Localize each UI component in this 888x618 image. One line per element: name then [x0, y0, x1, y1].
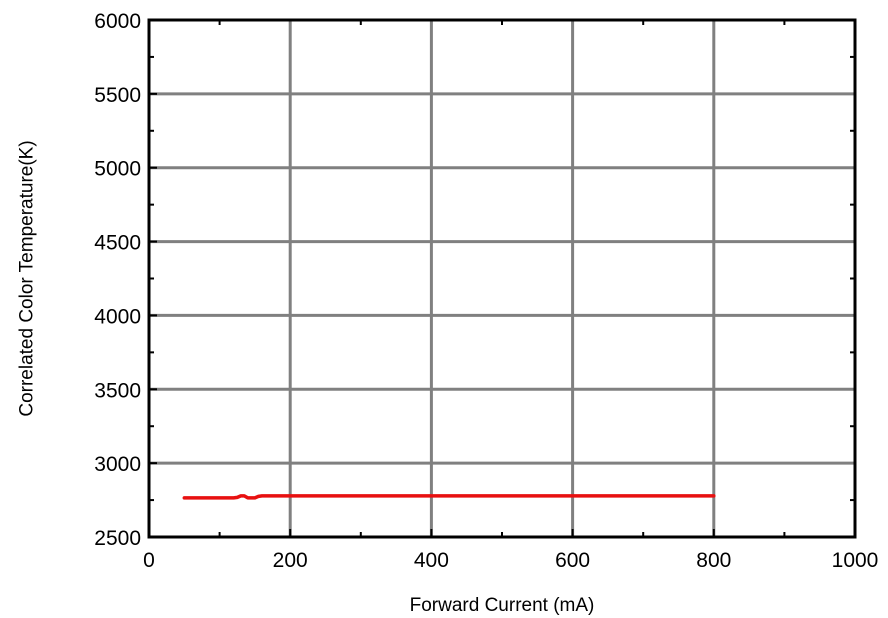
x-tick-label: 600: [555, 549, 590, 572]
y-tick-label: 3500: [94, 379, 141, 402]
x-tick-label: 200: [273, 549, 308, 572]
y-tick-label: 4000: [94, 305, 141, 328]
y-axis-title: Correlated Color Temperature(K): [17, 140, 38, 416]
y-tick-label: 3000: [94, 453, 141, 476]
plot-frame: [147, 18, 857, 539]
series-line-0: [182, 494, 716, 500]
grid-lines: [149, 20, 855, 537]
x-tick-label: 400: [414, 549, 449, 572]
x-tick-label: 1000: [832, 549, 879, 572]
y-tick-label: 5000: [94, 158, 141, 181]
x-axis-title: Forward Current (mA): [410, 595, 595, 616]
y-tick-label: 6000: [94, 10, 141, 33]
series-layer: [182, 494, 716, 500]
y-tick-label: 2500: [94, 527, 141, 550]
tick-labels: 0 200 400 600 800 1000 2500 3000 3500 4000 4500 500…: [94, 10, 878, 572]
minor-ticks: [148, 19, 856, 538]
x-tick-label: 0: [143, 549, 155, 572]
y-tick-label: 5500: [94, 84, 141, 107]
y-tick-label: 4500: [94, 232, 141, 255]
x-tick-label: 800: [696, 549, 731, 572]
